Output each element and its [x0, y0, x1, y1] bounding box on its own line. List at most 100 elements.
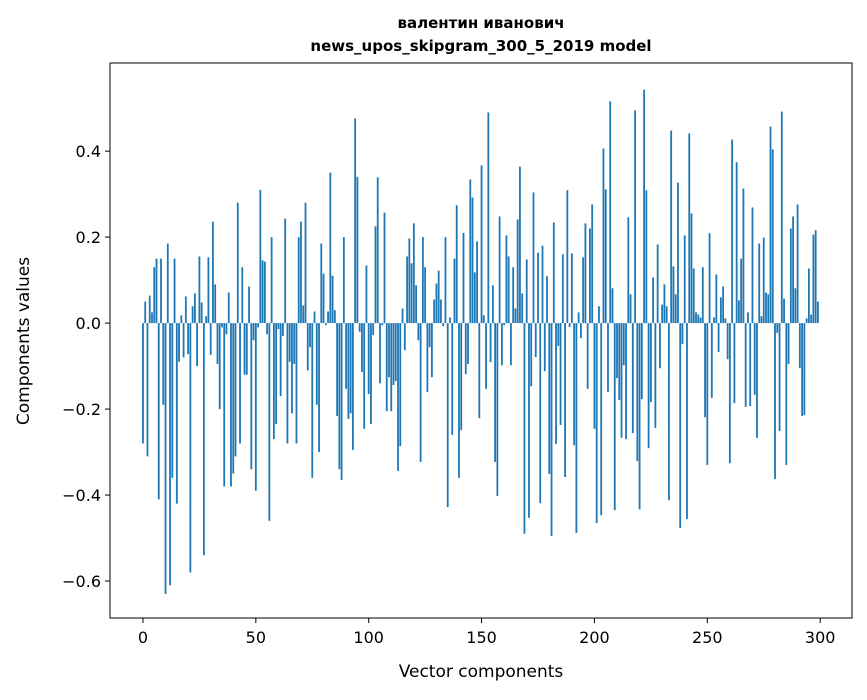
- bar: [329, 172, 332, 324]
- bar: [638, 323, 641, 510]
- bar: [464, 323, 467, 375]
- bar: [462, 232, 465, 324]
- bar: [559, 323, 562, 425]
- bar: [798, 323, 801, 369]
- bar: [598, 306, 600, 324]
- bar: [496, 323, 499, 496]
- bar: [198, 256, 201, 324]
- bar: [498, 216, 501, 324]
- bar: [279, 323, 282, 397]
- bar: [487, 112, 490, 324]
- bar: [677, 182, 679, 324]
- bar: [408, 238, 411, 324]
- bar: [263, 261, 266, 324]
- bar: [284, 218, 287, 324]
- bar: [254, 323, 257, 491]
- bar: [618, 323, 621, 401]
- bar: [534, 323, 537, 358]
- bar: [494, 323, 497, 462]
- bar: [288, 323, 291, 362]
- bar: [440, 299, 442, 324]
- bar: [417, 323, 420, 341]
- bar: [453, 258, 456, 324]
- bar: [406, 256, 408, 324]
- bar: [814, 230, 817, 324]
- bar: [719, 297, 722, 324]
- bar: [758, 243, 761, 324]
- bar: [243, 323, 246, 375]
- bar: [297, 237, 300, 324]
- bar: [546, 276, 548, 324]
- bar: [805, 318, 808, 324]
- y-tick-label: 0.0: [76, 314, 101, 333]
- bar: [570, 253, 573, 324]
- bar: [315, 323, 318, 405]
- y-axis-label: Components values: [14, 257, 34, 425]
- bar: [643, 89, 645, 324]
- bar: [261, 260, 264, 324]
- bar: [214, 284, 217, 324]
- bar: [751, 207, 754, 324]
- bar: [160, 258, 162, 324]
- bar: [412, 223, 415, 324]
- bar: [146, 323, 149, 457]
- bar: [162, 323, 165, 405]
- bar: [193, 293, 196, 324]
- bar: [189, 323, 192, 573]
- bar: [300, 221, 302, 324]
- bar: [277, 323, 280, 330]
- bar: [810, 314, 813, 324]
- bar: [458, 323, 460, 478]
- bar: [295, 323, 298, 444]
- bar: [692, 268, 695, 324]
- bar: [726, 323, 729, 360]
- bar: [164, 323, 167, 594]
- bar: [324, 323, 327, 326]
- bar: [291, 323, 293, 414]
- bar: [449, 317, 451, 324]
- bar: [679, 323, 682, 529]
- bar: [227, 292, 230, 324]
- bar: [356, 176, 359, 324]
- bar: [196, 323, 199, 367]
- bar: [629, 294, 632, 324]
- bar: [505, 235, 508, 324]
- bar: [550, 323, 553, 536]
- bar: [282, 323, 284, 336]
- x-tick-label: 300: [805, 628, 836, 647]
- bar: [428, 323, 431, 348]
- bar: [376, 177, 379, 324]
- bar: [649, 323, 652, 403]
- bar: [171, 323, 174, 478]
- bar: [607, 323, 609, 392]
- x-tick-label: 50: [246, 628, 266, 647]
- bar: [372, 323, 375, 336]
- bar: [415, 285, 418, 324]
- bar: [722, 286, 725, 324]
- bar: [311, 323, 314, 478]
- bar: [801, 323, 804, 416]
- bar: [442, 323, 445, 327]
- bar: [803, 323, 806, 416]
- bar: [367, 323, 370, 395]
- bar: [469, 179, 472, 324]
- bar: [704, 323, 706, 418]
- bar: [622, 323, 625, 366]
- bar: [318, 323, 320, 453]
- bar: [674, 294, 677, 324]
- bar: [230, 323, 232, 487]
- bar: [191, 306, 194, 324]
- bar: [577, 312, 580, 324]
- bar: [762, 237, 765, 324]
- bar: [363, 323, 366, 429]
- bar: [688, 133, 691, 324]
- y-tick-label: −0.2: [62, 400, 101, 419]
- bar: [354, 118, 357, 324]
- bar: [812, 234, 815, 324]
- bar: [430, 323, 433, 378]
- chart-title-line-2: news_upos_skipgram_300_5_2019 model: [310, 37, 651, 55]
- bar: [645, 190, 648, 324]
- bar: [516, 219, 519, 324]
- bar: [424, 267, 427, 324]
- bar: [794, 288, 797, 324]
